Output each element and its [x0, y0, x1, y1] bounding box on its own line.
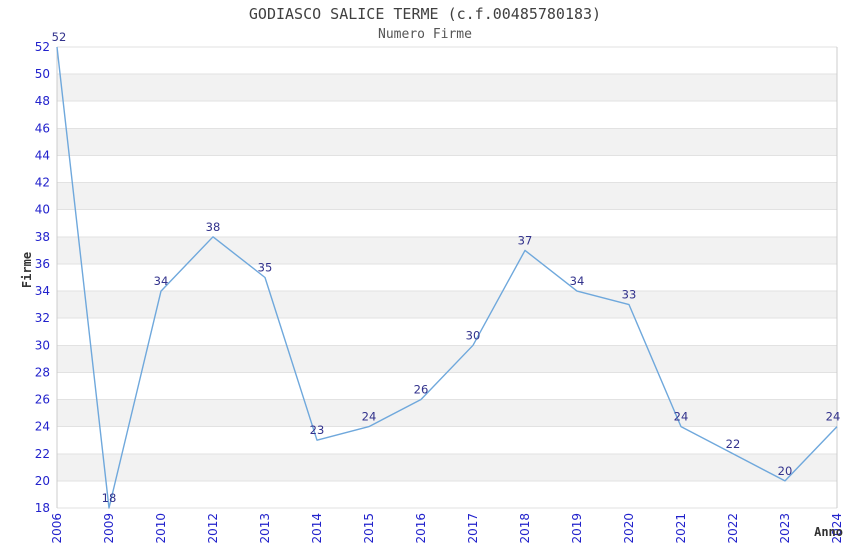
grid-band	[57, 47, 837, 75]
data-point-label: 18	[102, 491, 117, 505]
data-point-label: 20	[778, 464, 793, 478]
y-tick-label: 34	[35, 284, 50, 298]
data-point-label: 35	[258, 261, 273, 275]
x-tick-label: 2024	[830, 513, 844, 544]
x-tick-label: 2014	[310, 513, 324, 544]
x-tick-label: 2018	[518, 513, 532, 544]
grid-band	[57, 182, 837, 210]
data-point-label: 24	[826, 410, 841, 424]
data-point-label: 26	[414, 383, 429, 397]
x-axis-title: Anno	[814, 525, 843, 539]
chart-subtitle: Numero Firme	[378, 27, 472, 42]
data-point-label: 37	[518, 233, 533, 247]
y-tick-label: 48	[35, 94, 50, 108]
grid-band	[57, 236, 837, 264]
x-tick-label: 2009	[102, 513, 116, 544]
grid-band	[57, 128, 837, 156]
data-point-label: 38	[206, 220, 221, 234]
grid-band	[57, 399, 837, 427]
x-tick-label: 2023	[778, 513, 792, 544]
y-tick-label: 44	[35, 148, 50, 162]
x-tick-label: 2016	[414, 513, 428, 544]
grid-band	[57, 480, 837, 508]
x-tick-label: 2006	[50, 513, 64, 544]
y-tick-label: 20	[35, 474, 50, 488]
x-tick-label: 2013	[258, 513, 272, 544]
data-point-label: 30	[466, 328, 481, 342]
grid-band	[57, 426, 837, 454]
data-point-label: 24	[362, 410, 377, 424]
grid-band	[57, 318, 837, 346]
y-tick-label: 18	[35, 501, 50, 515]
x-tick-label: 2019	[570, 513, 584, 544]
x-tick-label: 2021	[674, 513, 688, 544]
grid-band	[57, 209, 837, 237]
grid-band	[57, 101, 837, 129]
data-point-label: 24	[674, 410, 689, 424]
y-tick-label: 50	[35, 67, 50, 81]
y-tick-label: 46	[35, 121, 50, 135]
y-tick-label: 36	[35, 257, 50, 271]
data-point-label: 34	[154, 274, 169, 288]
data-point-label: 52	[52, 30, 67, 44]
grid-band	[57, 263, 837, 292]
y-tick-label: 22	[35, 447, 50, 461]
y-tick-label: 38	[35, 230, 50, 244]
y-axis-title: Firme	[20, 251, 34, 289]
grid-band	[57, 155, 837, 183]
y-tick-label: 40	[35, 203, 50, 217]
y-tick-label: 24	[35, 420, 50, 434]
grid-band	[57, 453, 837, 481]
y-tick-label: 32	[35, 311, 50, 325]
x-tick-label: 2012	[206, 513, 220, 544]
x-tick-label: 2022	[726, 513, 740, 544]
grid-band	[57, 291, 837, 319]
y-tick-label: 26	[35, 393, 50, 407]
data-point-label: 22	[726, 437, 741, 451]
chart-title: GODIASCO SALICE TERME (c.f.00485780183)	[248, 5, 602, 23]
x-tick-label: 2015	[362, 513, 376, 544]
grid-band	[57, 74, 837, 102]
grid-band	[57, 345, 837, 373]
y-tick-label: 28	[35, 365, 50, 379]
data-point-label: 33	[622, 288, 637, 302]
series-line	[56, 46, 838, 509]
x-tick-label: 2020	[622, 513, 636, 544]
data-point-label: 23	[310, 423, 325, 437]
y-tick-label: 52	[35, 40, 50, 54]
x-tick-label: 2017	[466, 513, 480, 544]
y-tick-label: 42	[35, 176, 50, 190]
x-tick-label: 2010	[154, 513, 168, 544]
y-tick-label: 30	[35, 338, 50, 352]
data-point-label: 34	[570, 274, 585, 288]
grid-band	[57, 372, 837, 400]
